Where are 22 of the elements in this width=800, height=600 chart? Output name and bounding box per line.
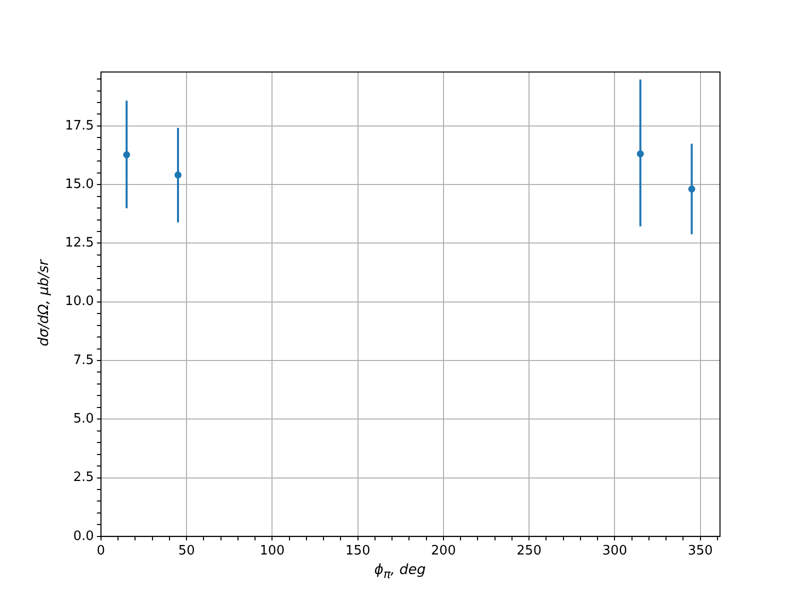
point [123,151,130,158]
x-tick-label: 350 [688,544,713,559]
y-tick-label: 5.0 [73,412,94,426]
y-axis-title: dσ/dΩ, μb/sr [36,260,52,346]
y-tick-label: 15.0 [64,176,94,192]
point [174,171,182,178]
x-tick-label: 100 [260,544,285,559]
x-tick-label: 200 [431,544,456,559]
x-axis-title: ϕ$_{π}$, deg [373,562,427,581]
x-tick-label: 0 [96,544,106,559]
y-tick-label: 17.5 [64,118,94,134]
x-tick-label: 50 [178,544,195,559]
point [636,150,644,158]
y-tick-label: 10.0 [64,294,94,310]
x-tick-label: 250 [516,544,542,559]
x-tick-label: 300 [602,544,628,559]
x-tick-label: 150 [345,544,370,559]
y-tick-label: 2.5 [73,470,94,486]
y-tick-label: 0.0 [73,528,94,544]
point [688,186,696,193]
y-tick-label: 7.5 [73,352,94,368]
y-tick-label: 12.5 [64,236,94,251]
